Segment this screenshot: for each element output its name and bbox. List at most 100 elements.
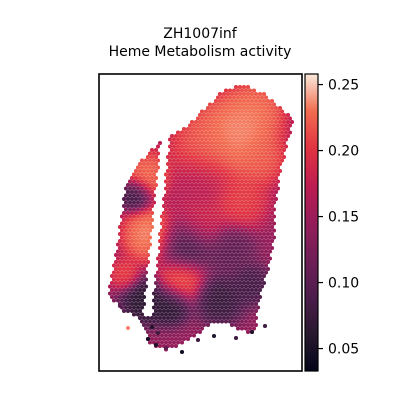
spot — [245, 168, 251, 174]
spot — [209, 252, 215, 258]
spot — [251, 228, 257, 233]
spot — [209, 133, 215, 139]
spot — [261, 147, 267, 153]
spot — [249, 175, 255, 181]
spot — [235, 172, 241, 177]
spot — [217, 252, 223, 258]
spot — [225, 238, 231, 244]
spot — [253, 322, 259, 328]
spot — [255, 116, 261, 121]
spot — [179, 284, 185, 289]
spot — [201, 308, 207, 314]
spot — [241, 252, 247, 258]
spot — [171, 256, 177, 261]
spot — [217, 126, 223, 132]
spot — [141, 224, 147, 230]
spot — [245, 329, 251, 335]
spot — [197, 147, 203, 153]
spot — [177, 154, 183, 160]
spot — [199, 319, 205, 324]
spot — [275, 158, 281, 163]
spot — [197, 140, 203, 146]
spot — [227, 186, 233, 191]
spot — [257, 245, 263, 251]
spot — [119, 221, 125, 226]
spot — [265, 98, 271, 104]
spot — [185, 336, 191, 342]
spot — [131, 207, 137, 212]
spot — [269, 231, 275, 237]
spot — [247, 291, 253, 296]
spot — [111, 284, 117, 289]
spot — [129, 245, 135, 251]
spot — [169, 196, 175, 202]
spot — [185, 161, 191, 167]
spot — [149, 189, 155, 195]
spot — [143, 158, 149, 163]
spot — [243, 326, 249, 331]
spot — [143, 263, 149, 268]
spot — [237, 154, 243, 160]
spot — [195, 228, 201, 233]
spot — [119, 291, 125, 296]
spot — [205, 133, 211, 139]
spot — [111, 277, 117, 282]
spot — [167, 200, 173, 205]
spot — [259, 284, 265, 289]
spot — [245, 175, 251, 181]
spot — [141, 182, 147, 188]
spot — [207, 249, 213, 254]
spot — [167, 172, 173, 177]
spot — [187, 291, 193, 296]
spot — [235, 291, 241, 296]
spot — [223, 144, 229, 149]
spot — [207, 130, 213, 135]
spot — [175, 221, 181, 226]
spot — [237, 126, 243, 132]
spot — [227, 137, 233, 142]
spot — [251, 263, 257, 268]
spot — [191, 277, 197, 282]
spot — [125, 280, 131, 286]
spot — [261, 217, 267, 223]
spot — [143, 200, 149, 205]
spot — [209, 203, 215, 209]
spot — [217, 168, 223, 174]
spot — [219, 137, 225, 142]
spot — [267, 130, 273, 135]
spot — [261, 203, 267, 209]
spot — [125, 287, 131, 293]
spot — [147, 172, 153, 177]
spot — [129, 252, 135, 258]
spot — [253, 175, 259, 181]
spot — [275, 130, 281, 135]
spot — [193, 189, 199, 195]
spot — [161, 294, 167, 300]
spot — [229, 119, 235, 125]
spot — [239, 207, 245, 212]
spot — [181, 336, 187, 342]
spot — [173, 308, 179, 314]
spot — [139, 221, 145, 226]
spot — [187, 270, 193, 275]
spot — [255, 291, 261, 296]
spot — [159, 284, 165, 289]
spot — [199, 312, 205, 317]
spot — [269, 175, 275, 181]
spot — [201, 161, 207, 167]
spot — [139, 179, 145, 184]
spot — [221, 147, 227, 153]
spot — [259, 207, 265, 212]
spot — [245, 140, 251, 146]
spot — [257, 210, 263, 216]
spot — [269, 112, 275, 118]
spot — [145, 203, 151, 209]
spot — [147, 340, 153, 345]
spot — [153, 315, 159, 321]
spot — [159, 249, 165, 254]
spot — [201, 259, 207, 265]
spot — [235, 214, 241, 219]
spot — [275, 186, 281, 191]
spot — [233, 287, 239, 293]
spot — [201, 196, 207, 202]
